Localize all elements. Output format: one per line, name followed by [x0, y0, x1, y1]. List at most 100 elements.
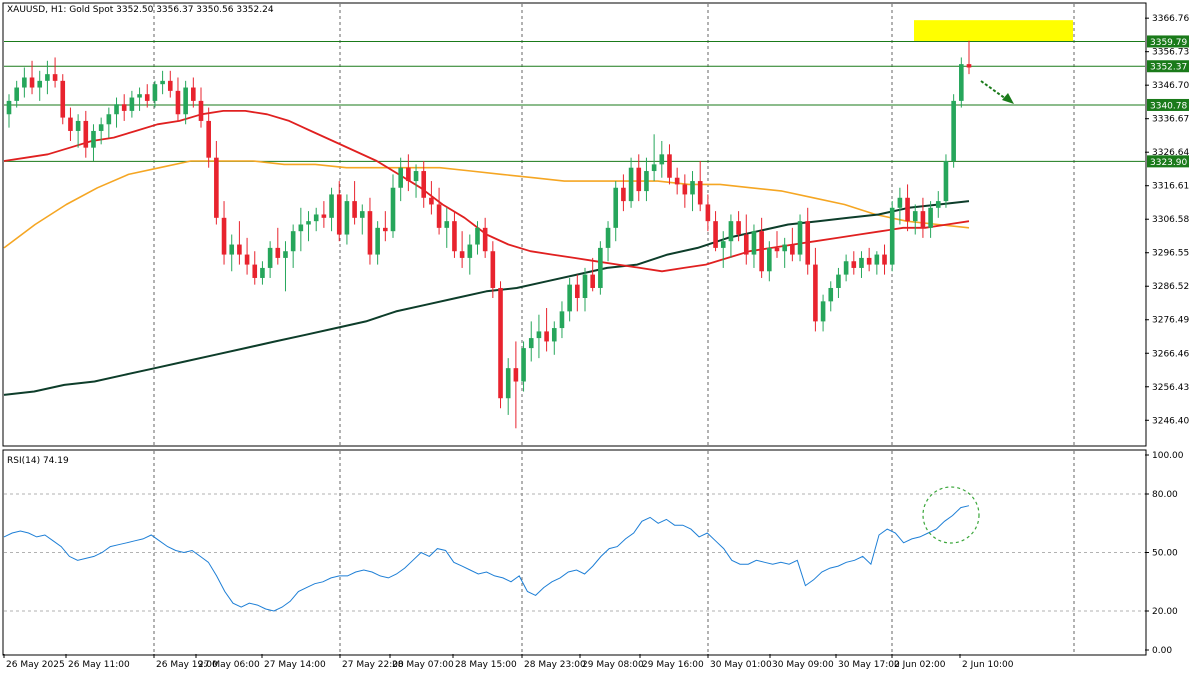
candle-bull — [267, 247, 273, 268]
candle-bear — [736, 221, 741, 235]
candle-bear — [221, 217, 227, 255]
time-tick-label: 26 May 19:00 — [156, 660, 218, 670]
candle-bear — [813, 264, 818, 322]
candle-bear — [498, 287, 503, 399]
level-tag — [1147, 155, 1189, 168]
candle-bull — [375, 227, 380, 255]
candle-bull — [559, 311, 565, 329]
candle-bull — [928, 207, 933, 228]
candle-bull — [313, 214, 319, 222]
price-tick-label: 3246.40 — [1152, 416, 1189, 426]
candle-bull — [298, 224, 304, 232]
resistance-zone — [914, 20, 1073, 42]
level-tag-label: 3340.78 — [1150, 101, 1187, 111]
candle-bull — [628, 167, 634, 202]
candle-bull — [444, 221, 450, 228]
price-tick-label: 3256.43 — [1152, 383, 1189, 393]
candle-bull — [152, 84, 158, 101]
candle-bear — [352, 201, 357, 218]
candle-bull — [613, 187, 619, 228]
time-tick-label: 30 May 09:00 — [772, 660, 834, 670]
candle-bull — [567, 284, 572, 312]
candle-bear — [29, 77, 35, 88]
candle-bear — [713, 221, 718, 248]
candle-bear — [275, 247, 281, 258]
time-tick-label: 26 May 2025 — [6, 660, 65, 670]
candle-bull — [943, 161, 949, 202]
rsi-highlight-circle — [922, 486, 980, 544]
candle-bear — [452, 221, 457, 252]
candle-bull — [114, 104, 119, 115]
candle-bear — [590, 274, 595, 288]
price-tick-label: 3326.64 — [1152, 148, 1189, 158]
candle-bear — [321, 214, 327, 218]
candle-bull — [390, 187, 396, 232]
candle-bear — [621, 187, 626, 202]
candle-bear — [52, 74, 58, 81]
candle-bull — [98, 124, 104, 131]
candle-bear — [206, 120, 211, 158]
price-tick-label: 3346.70 — [1152, 81, 1189, 91]
candle-bull — [598, 247, 603, 288]
down-arrow-annotation — [980, 80, 1014, 104]
price-tick-label: 3286.52 — [1152, 282, 1189, 292]
time-tick-label: 28 May 23:00 — [524, 660, 586, 670]
candle-bull — [398, 167, 403, 188]
candle-bear — [774, 247, 780, 252]
candles-layer — [6, 40, 972, 429]
candle-bear — [905, 197, 910, 222]
candle-bull — [290, 231, 296, 252]
price-tick-label: 3266.46 — [1152, 349, 1189, 359]
level-tag-label: 3359.79 — [1150, 38, 1187, 48]
candle-bear — [697, 181, 703, 205]
candle-bear — [851, 261, 857, 268]
candle-bear — [214, 157, 219, 218]
candle-bear — [191, 87, 196, 101]
time-tick-label: 27 May 22:00 — [342, 660, 404, 670]
candle-bear — [866, 257, 872, 265]
candle-bull — [836, 274, 841, 288]
candle-bull — [283, 251, 288, 258]
candle-bull — [505, 368, 511, 399]
time-tick-label: 28 May 07:00 — [392, 660, 454, 670]
candle-bull — [797, 221, 803, 255]
candle-bull — [644, 171, 649, 192]
candle-bull — [874, 254, 880, 265]
candle-bear — [966, 64, 972, 68]
time-tick-label: 27 May 06:00 — [198, 660, 260, 670]
candle-bull — [359, 211, 365, 218]
level-tag — [1147, 98, 1189, 111]
candle-bull — [651, 164, 657, 172]
rsi-line — [3, 505, 970, 612]
candle-bear — [682, 184, 688, 195]
candle-bull — [935, 201, 941, 208]
candle-bull — [260, 267, 265, 278]
price-tick-label: 3276.49 — [1152, 316, 1189, 326]
candle-bull — [782, 244, 787, 252]
price-tick-label: 3306.58 — [1152, 215, 1189, 225]
candle-bear — [482, 227, 488, 252]
candle-bear — [244, 254, 250, 265]
price-tick-label: 3366.76 — [1152, 14, 1189, 24]
candle-bear — [367, 211, 373, 255]
candle-bear — [121, 104, 127, 111]
candle-bull — [521, 348, 526, 382]
candle-bull — [91, 130, 96, 148]
candle-bull — [912, 211, 918, 222]
rsi-layer: 100.00 80.00 50.00 20.00 0.00 — [3, 451, 1184, 656]
time-tick-label: 2 Jun 10:00 — [962, 660, 1014, 670]
time-tick-label: 2 Jun 02:00 — [894, 660, 946, 670]
candle-bull — [551, 328, 557, 342]
candle-bull — [767, 247, 772, 272]
candle-bull — [889, 207, 895, 265]
rsi-title: RSI(14) 74.19 — [7, 456, 69, 466]
candle-bear — [674, 177, 680, 185]
candle-bull — [306, 221, 311, 225]
price-tick-label: 3356.73 — [1152, 48, 1189, 58]
candle-bear — [336, 194, 342, 235]
chart-title: XAUUSD, H1: Gold Spot 3352.50 3356.37 33… — [7, 5, 274, 15]
candle-bull — [843, 261, 849, 275]
candle-bear — [144, 94, 150, 101]
candle-bull — [106, 114, 112, 125]
